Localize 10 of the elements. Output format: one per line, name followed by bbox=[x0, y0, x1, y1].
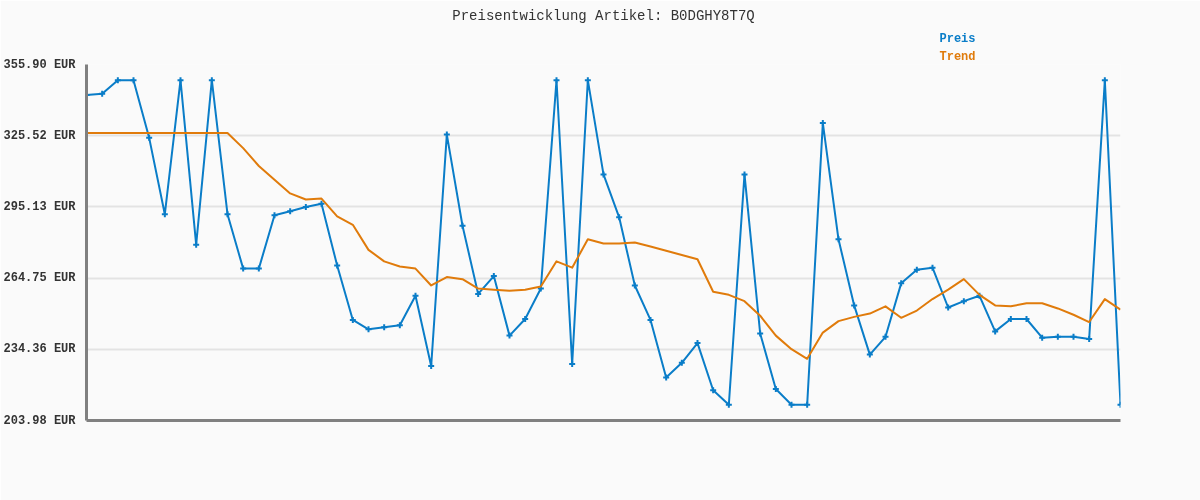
y-tick-label: 325.52 EUR bbox=[3, 128, 77, 143]
line-series bbox=[86, 131, 1121, 360]
y-tick-label: 264.75 EUR bbox=[3, 271, 77, 286]
y-tick-label: 234.36 EUR bbox=[3, 342, 77, 357]
text: Preis bbox=[939, 31, 976, 46]
y-tick-label: 295.13 EUR bbox=[3, 199, 77, 214]
y-tick-label: 203.98 EUR bbox=[3, 413, 77, 428]
text: Trend bbox=[939, 49, 976, 64]
y-tick-label: 355.90 EUR bbox=[3, 57, 77, 72]
chart-title: Preisentwicklung Artikel: B0DGHY8T7Q bbox=[452, 7, 755, 24]
